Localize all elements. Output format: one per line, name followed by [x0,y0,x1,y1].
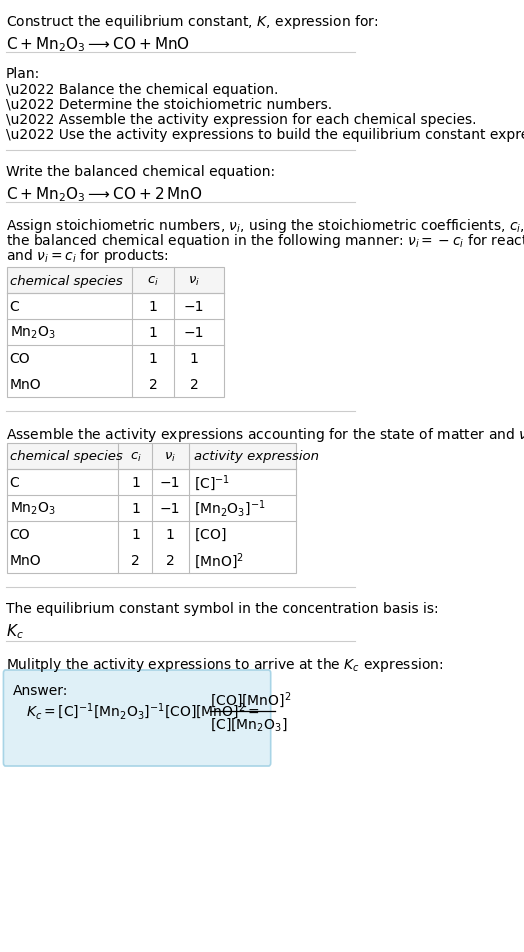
Text: 2: 2 [132,553,140,567]
Text: $\nu_i$: $\nu_i$ [164,450,176,463]
Text: 1: 1 [190,351,199,366]
Text: $K_c = [\mathrm{C}]^{-1}[\mathrm{Mn_2O_3}]^{-1}[\mathrm{CO}][\mathrm{MnO}]^2 = $: $K_c = [\mathrm{C}]^{-1}[\mathrm{Mn_2O_3… [26,701,260,722]
Text: \u2022 Assemble the activity expression for each chemical species.: \u2022 Assemble the activity expression … [6,113,476,127]
Text: CO: CO [9,351,30,366]
Text: 1: 1 [148,351,157,366]
Text: 1: 1 [148,300,157,313]
Text: $\mathregular{Mn_2O_3}$: $\mathregular{Mn_2O_3}$ [9,500,56,517]
Text: 1: 1 [131,527,140,542]
Text: $K_c$: $K_c$ [6,622,23,640]
Text: Plan:: Plan: [6,67,40,81]
Text: $[\mathrm{C}]^{-1}$: $[\mathrm{C}]^{-1}$ [194,472,230,492]
Bar [7,444,296,469]
Text: 2: 2 [190,378,199,391]
Text: and $\nu_i = c_i$ for products:: and $\nu_i = c_i$ for products: [6,247,168,265]
Text: $[\mathrm{CO}]$: $[\mathrm{CO}]$ [194,526,226,543]
Text: $c_i$: $c_i$ [130,450,141,463]
Text: $[\mathrm{MnO}]^2$: $[\mathrm{MnO}]^2$ [194,550,244,570]
Text: chemical species: chemical species [9,274,123,288]
Text: \u2022 Balance the chemical equation.: \u2022 Balance the chemical equation. [6,83,278,97]
Text: C: C [9,475,19,489]
Bar [7,444,296,573]
Text: chemical species: chemical species [9,450,123,463]
Text: \u2022 Use the activity expressions to build the equilibrium constant expression: \u2022 Use the activity expressions to b… [6,128,524,142]
Text: −1: −1 [160,475,180,489]
Text: Write the balanced chemical equation:: Write the balanced chemical equation: [6,165,275,179]
Text: $\mathrm{C + Mn_2O_3 \longrightarrow CO + MnO}$: $\mathrm{C + Mn_2O_3 \longrightarrow CO … [6,35,190,53]
Text: $\mathregular{Mn_2O_3}$: $\mathregular{Mn_2O_3}$ [9,325,56,341]
Text: $[\mathrm{Mn_2O_3}]^{-1}$: $[\mathrm{Mn_2O_3}]^{-1}$ [194,498,266,519]
Text: activity expression: activity expression [194,450,319,463]
Bar [7,268,224,398]
Text: 1: 1 [166,527,174,542]
Text: the balanced chemical equation in the following manner: $\nu_i = -c_i$ for react: the balanced chemical equation in the fo… [6,231,524,249]
Text: C: C [9,300,19,313]
FancyBboxPatch shape [7,268,224,293]
Text: The equilibrium constant symbol in the concentration basis is:: The equilibrium constant symbol in the c… [6,602,438,615]
Text: $\nu_i$: $\nu_i$ [188,274,200,288]
Text: 1: 1 [131,475,140,489]
Text: 2: 2 [166,553,174,567]
Text: −1: −1 [184,300,204,313]
Text: Assign stoichiometric numbers, $\nu_i$, using the stoichiometric coefficients, $: Assign stoichiometric numbers, $\nu_i$, … [6,217,524,235]
Text: $\mathrm{C + Mn_2O_3 \longrightarrow CO + 2\,MnO}$: $\mathrm{C + Mn_2O_3 \longrightarrow CO … [6,185,202,204]
Text: CO: CO [9,527,30,542]
Text: 1: 1 [131,502,140,515]
Text: Assemble the activity expressions accounting for the state of matter and $\nu_i$: Assemble the activity expressions accoun… [6,426,524,444]
Text: MnO: MnO [9,378,41,391]
FancyBboxPatch shape [4,670,271,766]
Text: 1: 1 [148,326,157,340]
Text: Mulitply the activity expressions to arrive at the $K_c$ expression:: Mulitply the activity expressions to arr… [6,655,443,673]
Text: $c_i$: $c_i$ [147,274,159,288]
Text: −1: −1 [160,502,180,515]
Text: 2: 2 [148,378,157,391]
Text: Answer:: Answer: [13,684,68,697]
Text: MnO: MnO [9,553,41,567]
Text: $[\mathrm{C}][\mathrm{Mn_2O_3}]$: $[\mathrm{C}][\mathrm{Mn_2O_3}]$ [210,716,288,733]
Text: \u2022 Determine the stoichiometric numbers.: \u2022 Determine the stoichiometric numb… [6,98,332,112]
Text: −1: −1 [184,326,204,340]
Text: $[\mathrm{CO}][\mathrm{MnO}]^2$: $[\mathrm{CO}][\mathrm{MnO}]^2$ [210,689,291,709]
Text: Construct the equilibrium constant, $K$, expression for:: Construct the equilibrium constant, $K$,… [6,13,378,31]
